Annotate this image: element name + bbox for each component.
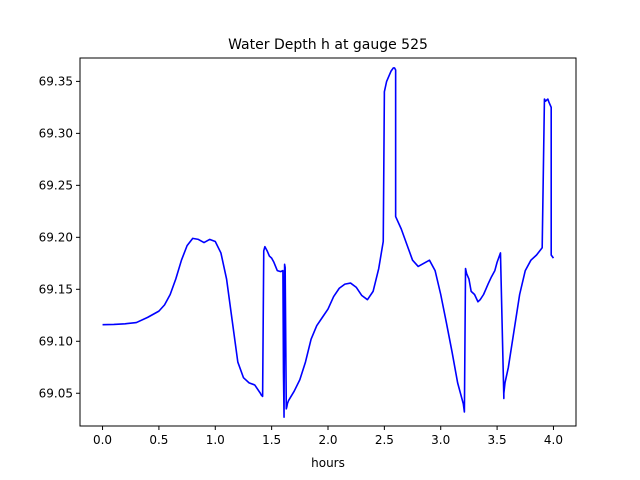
plot-area xyxy=(102,67,555,418)
y-axis-ticks: 69.05 69.10 69.15 69.20 69.25 69.30 69.35 xyxy=(39,74,80,400)
x-tick-label: 0.0 xyxy=(93,433,112,447)
y-tick-label: 69.15 xyxy=(39,282,73,296)
y-tick-label: 69.20 xyxy=(39,230,73,244)
y-tick-label: 69.30 xyxy=(39,126,73,140)
x-tick-label: 3.0 xyxy=(431,433,450,447)
y-tick-label: 69.10 xyxy=(39,334,73,348)
x-tick-label: 1.5 xyxy=(262,433,281,447)
y-tick-label: 69.35 xyxy=(39,74,73,88)
y-tick-label: 69.25 xyxy=(39,178,73,192)
chart-title: Water Depth h at gauge 525 xyxy=(228,37,428,53)
x-tick-label: 3.5 xyxy=(488,433,507,447)
x-axis-label: hours xyxy=(311,456,345,470)
x-tick-label: 4.0 xyxy=(544,433,563,447)
x-tick-label: 1.0 xyxy=(206,433,225,447)
x-tick-label: 0.5 xyxy=(149,433,168,447)
x-tick-label: 2.0 xyxy=(318,433,337,447)
x-axis-ticks: 0.0 0.5 1.0 1.5 2.0 2.5 3.0 3.5 4.0 xyxy=(93,426,563,447)
axes-frame xyxy=(79,57,577,427)
y-tick-label: 69.05 xyxy=(39,386,73,400)
x-tick-label: 2.5 xyxy=(375,433,394,447)
series-line xyxy=(102,67,555,418)
